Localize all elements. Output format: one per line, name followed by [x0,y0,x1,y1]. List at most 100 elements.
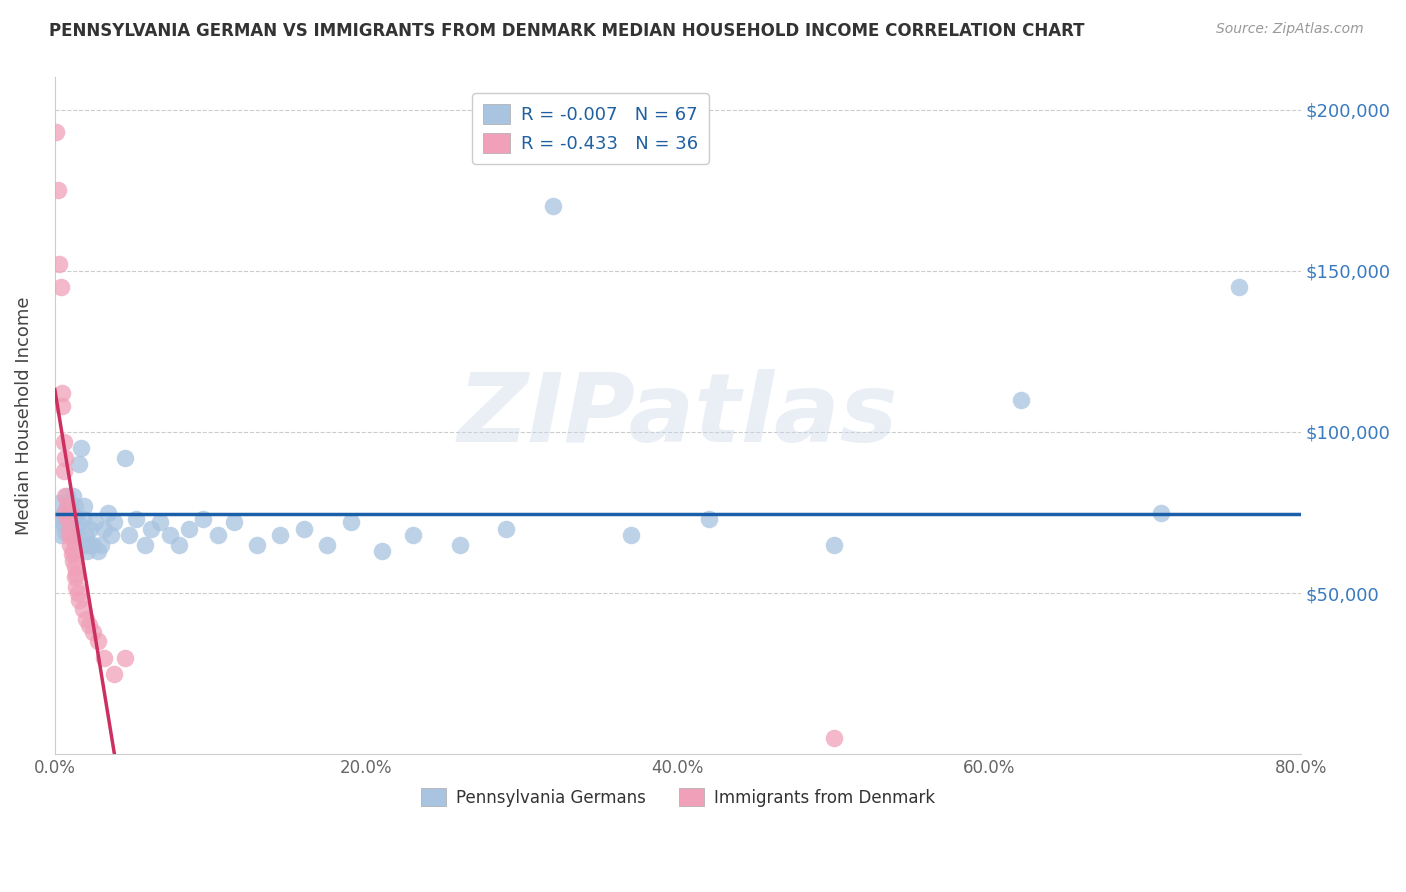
Point [77,618,100,632]
Point [51,515,73,529]
Point [49,280,72,294]
Point [65,566,87,581]
Point [66,515,89,529]
Point [339,515,361,529]
Point [72,602,94,616]
Text: ZIPatlas: ZIPatlas [457,369,898,462]
Point [52,464,75,478]
Point [82,538,104,552]
Point [697,512,720,526]
Point [269,528,291,542]
Point [103,666,125,681]
Point [60,515,83,529]
Point [56,502,79,516]
Point [45,125,67,139]
Point [167,538,190,552]
Point [66,586,89,600]
Point [65,528,87,542]
Point [114,450,136,465]
Point [1010,392,1032,407]
Point [1227,280,1250,294]
Point [82,624,104,639]
Point [87,544,110,558]
Point [55,524,77,539]
Point [149,515,172,529]
Point [84,515,107,529]
Point [100,528,122,542]
Point [75,612,97,626]
Point [59,506,82,520]
Point [124,512,146,526]
Point [46,183,69,197]
Point [75,538,97,552]
Point [46,512,69,526]
Point [56,512,79,526]
Point [207,528,229,542]
Point [402,528,425,542]
Point [246,538,269,552]
Point [134,538,156,552]
Point [63,512,86,526]
Point [52,518,75,533]
Point [55,506,77,520]
Point [191,512,214,526]
Point [65,580,87,594]
Point [316,538,339,552]
Point [93,522,115,536]
Point [59,538,82,552]
Point [55,489,77,503]
Point [58,528,80,542]
Point [52,506,75,520]
Point [56,489,79,503]
Point [139,522,162,536]
Point [76,544,98,558]
Point [72,512,94,526]
Point [63,570,86,584]
Point [93,650,115,665]
Point [159,528,181,542]
Point [62,489,84,503]
Text: Source: ZipAtlas.com: Source: ZipAtlas.com [1216,22,1364,37]
Point [292,522,315,536]
Point [58,522,80,536]
Point [59,528,82,542]
Point [1150,506,1173,520]
Point [620,528,643,542]
Point [823,731,845,745]
Point [49,528,72,542]
Legend: Pennsylvania Germans, Immigrants from Denmark: Pennsylvania Germans, Immigrants from De… [413,781,942,814]
Point [90,538,112,552]
Point [103,515,125,529]
Point [177,522,200,536]
Point [69,457,91,471]
Point [63,560,86,574]
Point [62,554,84,568]
Point [60,548,83,562]
Point [48,496,70,510]
Point [96,506,118,520]
Point [495,522,517,536]
Point [52,434,75,449]
Point [823,538,845,552]
Point [541,199,564,213]
Point [62,544,84,558]
Point [75,528,97,542]
Point [48,257,70,271]
Point [60,506,83,520]
Point [118,528,141,542]
Y-axis label: Median Household Income: Median Household Income [15,296,32,535]
Point [62,524,84,539]
Point [51,386,73,401]
Point [371,544,394,558]
Point [58,522,80,536]
Point [51,399,73,413]
Point [79,522,101,536]
Text: PENNSYLVANIA GERMAN VS IMMIGRANTS FROM DENMARK MEDIAN HOUSEHOLD INCOME CORRELATI: PENNSYLVANIA GERMAN VS IMMIGRANTS FROM D… [49,22,1084,40]
Point [87,634,110,648]
Point [69,592,91,607]
Point [56,499,79,513]
Point [58,508,80,523]
Point [114,650,136,665]
Point [70,441,93,455]
Point [77,538,100,552]
